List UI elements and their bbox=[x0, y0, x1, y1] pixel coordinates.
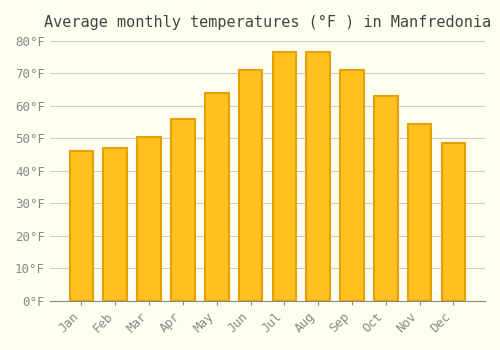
Bar bbox=[306, 52, 330, 301]
Bar bbox=[205, 93, 229, 301]
Bar bbox=[171, 119, 194, 301]
Bar bbox=[374, 96, 398, 301]
Bar bbox=[70, 152, 94, 301]
Bar bbox=[340, 70, 364, 301]
Bar bbox=[442, 143, 465, 301]
Bar bbox=[408, 124, 432, 301]
Bar bbox=[238, 70, 262, 301]
Bar bbox=[272, 52, 296, 301]
Title: Average monthly temperatures (°F ) in Manfredonia: Average monthly temperatures (°F ) in Ma… bbox=[44, 15, 491, 30]
Bar bbox=[138, 137, 161, 301]
Bar bbox=[104, 148, 127, 301]
